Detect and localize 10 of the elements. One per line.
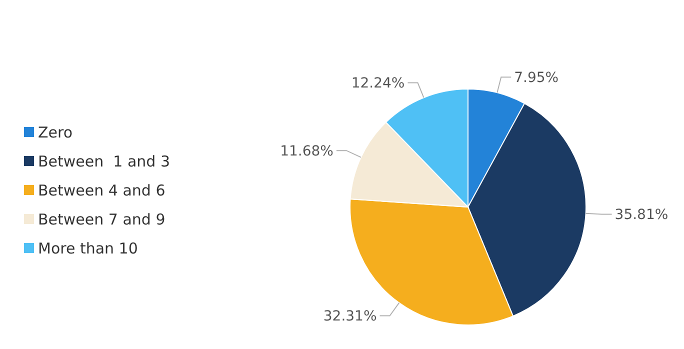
legend-label: More than 10 [38, 239, 138, 258]
data-label: 12.24% [351, 76, 405, 92]
legend-label: Between 7 and 9 [38, 210, 166, 228]
data-label: 7.95% [514, 70, 559, 86]
legend-label: Between 4 and 6 [38, 181, 166, 200]
data-label: 35.81% [614, 207, 668, 224]
legend-label: Zero [38, 123, 73, 142]
data-label: 32.31% [323, 308, 377, 325]
data-label: 11.68% [280, 143, 334, 160]
legend-label: Between 1 and 3 [38, 152, 170, 170]
